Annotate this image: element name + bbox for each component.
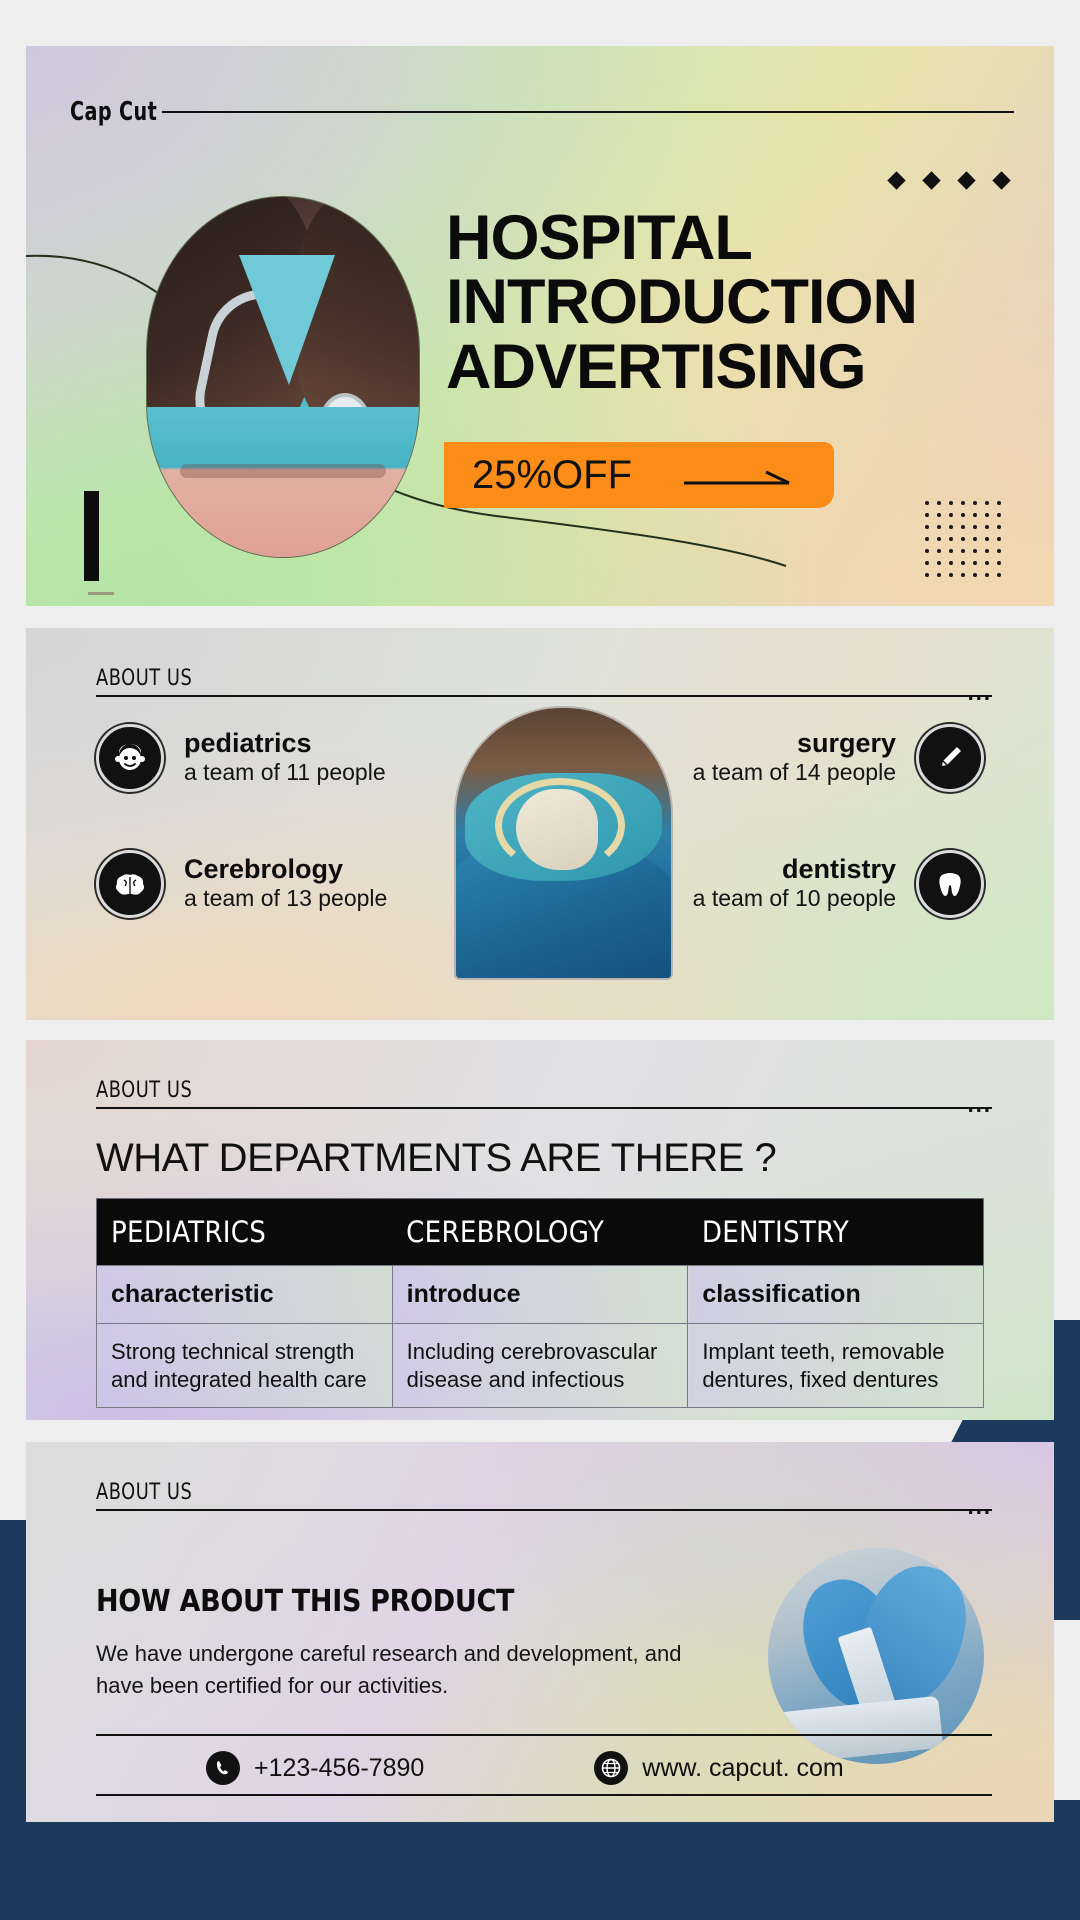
department-text: surgery a team of 14 people: [692, 727, 896, 787]
department-item-dentistry[interactable]: dentistry a team of 10 people: [693, 850, 984, 918]
hero-title: HOSPITAL INTRODUCTION ADVERTISING: [446, 206, 1006, 399]
table-column-header: CEREBROLOGY: [392, 1198, 688, 1266]
footer-panel: ABOUT US ... HOW ABOUT THIS PRODUCT We h…: [26, 1442, 1054, 1822]
lab-hands-photo: [768, 1548, 984, 1764]
table-cell: Implant teeth, removable dentures, fixed…: [687, 1323, 984, 1408]
section-rule: [96, 1107, 992, 1109]
brand-logo-text: Cap Cut: [70, 97, 158, 127]
section-header: ABOUT US ...: [96, 666, 992, 705]
brand-row: Cap Cut: [70, 92, 1014, 132]
surgery-photo: [454, 706, 673, 980]
diamond-decoration-row: [887, 171, 1011, 190]
departments-table: PEDIATRICS CEREBROLOGY DENTISTRY charact…: [96, 1198, 984, 1408]
department-name: surgery: [796, 727, 896, 758]
department-item-surgery[interactable]: surgery a team of 14 people: [693, 724, 984, 792]
department-text: dentistry a team of 10 people: [692, 853, 896, 913]
department-team: a team of 10 people: [692, 885, 896, 912]
hero-title-line-1: HOSPITAL: [446, 203, 753, 273]
section-label: ABOUT US: [96, 666, 193, 691]
table-cell: characteristic: [96, 1265, 393, 1324]
department-text: Cerebrology a team of 13 people: [184, 853, 388, 913]
crossed-arms: [147, 407, 419, 557]
hero-title-line-3: ADVERTISING: [446, 331, 867, 402]
footer-rule-top: [96, 1734, 992, 1736]
department-text: pediatrics a team of 11 people: [184, 727, 386, 787]
table-column-header: DENTISTRY: [687, 1198, 984, 1266]
offer-label: 25%OFF: [472, 452, 633, 497]
department-team: a team of 13 people: [184, 885, 388, 912]
department-team: a team of 14 people: [692, 759, 896, 786]
table-panel: ABOUT US ... WHAT DEPARTMENTS ARE THERE …: [26, 1040, 1054, 1420]
section-more-icon[interactable]: ...: [967, 680, 992, 705]
scalpel-icon: [916, 724, 984, 792]
department-name: Cerebrology: [184, 853, 344, 884]
section-header: ABOUT US ...: [96, 1480, 992, 1519]
department-name: pediatrics: [184, 727, 312, 758]
contact-website[interactable]: www. capcut. com: [594, 1751, 844, 1785]
website-url: www. capcut. com: [642, 1753, 844, 1782]
table-row: Strong technical strength and integrated…: [96, 1323, 984, 1408]
globe-icon: [594, 1751, 629, 1785]
section-label: ABOUT US: [96, 1480, 193, 1505]
diamond-icon: [992, 171, 1011, 190]
hero-doctor-photo: [146, 196, 420, 558]
section-more-icon[interactable]: ...: [967, 1092, 992, 1117]
table-cell: Including cerebrovascular disease and in…: [391, 1323, 689, 1408]
navy-left-block: [0, 1520, 30, 1920]
department-name: dentistry: [781, 853, 896, 884]
section-rule: [96, 1509, 992, 1511]
table-row: characteristic introduce classification: [96, 1265, 984, 1324]
department-item-cerebrology[interactable]: Cerebrology a team of 13 people: [96, 850, 387, 918]
page-title: WHAT DEPARTMENTS ARE THERE ?: [96, 1136, 777, 1180]
table-header-row: PEDIATRICS CEREBROLOGY DENTISTRY: [96, 1198, 984, 1266]
thin-bar-decoration: [88, 592, 114, 595]
phone-number: +123-456-7890: [254, 1753, 425, 1782]
black-bar-decoration: [84, 491, 99, 581]
diamond-icon: [922, 171, 941, 190]
footer-rule-bottom: [96, 1794, 992, 1796]
product-description: We have undergone careful research and d…: [96, 1641, 682, 1698]
diamond-icon: [887, 171, 906, 190]
hero-panel: Cap Cut HOSPITAL INTRODUCTION ADVERTISIN…: [26, 46, 1054, 606]
table-column-header: PEDIATRICS: [96, 1198, 393, 1266]
contact-row: +123-456-7890 www. capcut. com: [96, 1742, 992, 1794]
section-more-icon[interactable]: ...: [967, 1494, 992, 1519]
departments-panel: ABOUT US ... pediatrics a team of 11 peo…: [26, 628, 1054, 1020]
arrow-right-icon: [684, 470, 790, 485]
offer-badge[interactable]: 25%OFF: [444, 442, 834, 508]
baby-face-icon: [96, 724, 164, 792]
table-cell: Strong technical strength and integrated…: [96, 1323, 393, 1408]
phone-icon: [206, 1751, 240, 1785]
section-header: ABOUT US ...: [96, 1078, 992, 1117]
department-team: a team of 11 people: [184, 759, 386, 786]
dot-grid-decoration: [925, 501, 1006, 582]
contact-phone[interactable]: +123-456-7890: [206, 1751, 424, 1785]
tooth-icon: [916, 850, 984, 918]
section-label: ABOUT US: [96, 1078, 193, 1103]
table-cell: classification: [687, 1265, 984, 1324]
table-cell: introduce: [391, 1265, 689, 1324]
department-item-pediatrics[interactable]: pediatrics a team of 11 people: [96, 724, 386, 792]
hero-title-line-2: INTRODUCTION: [446, 267, 918, 338]
section-rule: [96, 695, 992, 697]
brand-rule: [162, 111, 1014, 113]
diamond-icon: [957, 171, 976, 190]
product-title: HOW ABOUT THIS PRODUCT: [96, 1584, 515, 1619]
brain-icon: [96, 850, 164, 918]
